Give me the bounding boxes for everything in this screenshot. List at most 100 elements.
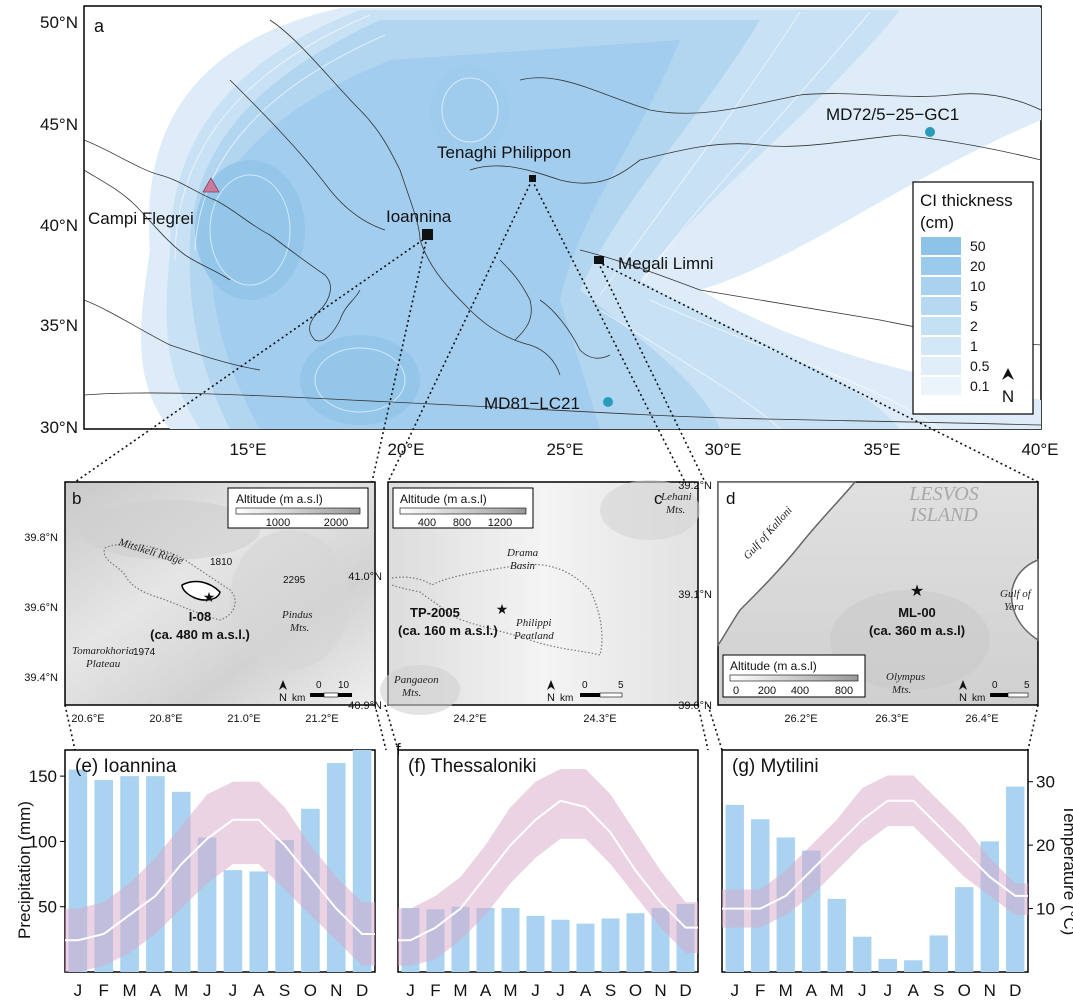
temp-axis-label: Temperature (°C) — [1060, 805, 1073, 936]
month-label: N — [654, 981, 666, 1000]
lat-label: 40°N — [40, 216, 78, 235]
month-label: F — [430, 981, 440, 1000]
peak-elevation: 1974 — [133, 647, 156, 658]
lon-label: 20°E — [387, 440, 424, 459]
precip-bar — [576, 923, 595, 972]
altitude-tick: 2000 — [324, 517, 348, 529]
y2-tick-label: 10 — [1036, 900, 1055, 919]
site-md81: MD81−LC21 — [484, 394, 580, 413]
month-label: M — [830, 981, 844, 1000]
month-label: J — [884, 981, 893, 1000]
lon-label: 24.2°E — [453, 713, 486, 725]
legend-swatch — [921, 277, 961, 295]
pangaeon-label-2: Mts. — [401, 687, 421, 699]
km-label: km — [560, 693, 573, 704]
lat-label: 40.9°N — [348, 700, 382, 712]
lat-label: 39.1°N — [678, 589, 712, 601]
tenaghi-square-icon — [529, 175, 536, 182]
panel-d-map: d LESVOS ISLAND Gulf of Kalloni Gulf of … — [678, 480, 1039, 725]
precip-bar — [476, 908, 495, 972]
month-label: F — [99, 981, 109, 1000]
month-label: S — [933, 981, 944, 1000]
panel-letter-b: b — [72, 489, 81, 508]
temperature-range-band — [65, 781, 375, 972]
legend-unit: (cm) — [920, 213, 954, 232]
lon-label: 20.6°E — [71, 713, 104, 725]
peak-elevation: 2295 — [283, 575, 306, 586]
precip-bar — [249, 871, 269, 972]
month-label: M — [779, 981, 793, 1000]
coastlines — [84, 19, 1041, 426]
drama-label: Drama — [506, 547, 539, 559]
legend-label: 5 — [970, 298, 978, 314]
precip-bar — [853, 936, 872, 972]
month-label: M — [174, 981, 188, 1000]
temperature-mean-line — [65, 818, 375, 942]
scale-tick: 0 — [316, 680, 322, 691]
altitude-title: Altitude (m a.s.l) — [236, 492, 323, 506]
peak-elevation: 1810 — [210, 557, 233, 568]
pindus-label: Pindus — [281, 609, 313, 621]
chart-title: (f) Thessaloniki — [408, 756, 536, 777]
month-label: A — [150, 981, 162, 1000]
lat-label: 41.0°N — [348, 571, 382, 583]
lon-label: 26.4°E — [965, 713, 998, 725]
lat-label: 39.2°N — [678, 480, 712, 492]
lon-label: 25°E — [546, 440, 583, 459]
legend-label: 2 — [970, 318, 978, 334]
lon-label: 21.0°E — [227, 713, 260, 725]
legend-label: 0.1 — [970, 378, 990, 394]
pindus-label-2: Mts. — [289, 622, 309, 634]
month-label: J — [406, 981, 415, 1000]
site-campi-flegrei: Campi Flegrei — [88, 209, 194, 228]
legend-swatch — [921, 297, 961, 315]
site-md72: MD72/5−25−GC1 — [826, 105, 959, 124]
precip-bar — [725, 804, 744, 972]
precip-bar — [501, 908, 520, 972]
altitude-tick: 0 — [733, 685, 739, 697]
month-label: J — [531, 981, 540, 1000]
lon-label: 15°E — [229, 440, 266, 459]
drama-label-2: Basin — [510, 560, 536, 572]
month-label: N — [330, 981, 342, 1000]
gulf-yera-label-2: Yera — [1004, 601, 1024, 613]
lon-label: 24.3°E — [583, 713, 616, 725]
precip-bar — [904, 960, 923, 972]
core-altitude: (ca. 360 m a.s.l) — [869, 623, 965, 638]
lat-label: 50°N — [40, 13, 78, 32]
philippi-label-2: Peatland — [513, 630, 554, 642]
panel-letter-d: d — [726, 489, 735, 508]
core-name: I-08 — [189, 609, 211, 624]
legend-label: 0.5 — [970, 358, 990, 374]
altitude-tick: 1200 — [488, 517, 512, 529]
y2-tick-label: 30 — [1036, 773, 1055, 792]
temperature-mean-line — [398, 799, 698, 942]
month-label: D — [1009, 981, 1021, 1000]
md72-core-icon — [925, 127, 935, 137]
chart-f-letter: f — [396, 740, 401, 759]
month-label: A — [806, 981, 818, 1000]
month-label: O — [958, 981, 971, 1000]
core-name: ML-00 — [898, 605, 936, 620]
month-label: A — [480, 981, 492, 1000]
core-star-icon: ★ — [496, 601, 509, 617]
legend-title: CI thickness — [920, 191, 1013, 210]
panel-a-map: a 50°N 45°N 40°N 35°N 30°N 15°E 20°E 25°… — [40, 5, 1059, 459]
megali-square-icon — [594, 256, 604, 264]
precip-bar — [955, 887, 974, 972]
precip-bar — [827, 898, 846, 972]
lesvos-label-2: ISLAND — [909, 504, 978, 526]
core-altitude: (ca. 480 m a.s.l.) — [150, 627, 250, 642]
month-label: J — [731, 981, 740, 1000]
month-label: S — [279, 981, 290, 1000]
y-tick-label: 50 — [38, 898, 57, 917]
lon-label: 21.2°E — [305, 713, 338, 725]
temperature-mean-line — [722, 799, 1028, 910]
gulf-yera-label: Gulf of — [1000, 588, 1033, 600]
site-megali-limni: Megali Limni — [618, 254, 713, 273]
altitude-title: Altitude (m a.s.l) — [730, 659, 817, 673]
month-label: M — [503, 981, 517, 1000]
north-label: N — [959, 692, 967, 704]
